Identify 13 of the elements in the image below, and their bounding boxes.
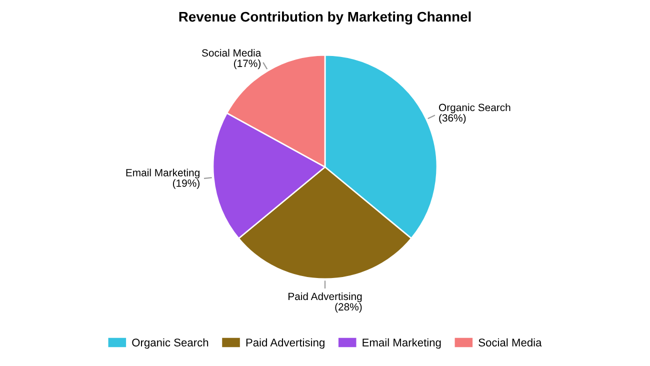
slice-label: Social Media xyxy=(202,48,262,57)
data-label: (28%) xyxy=(335,302,362,313)
chart-title: Revenue Contribution by Marketing Channel xyxy=(179,11,471,25)
data-label: (17%) xyxy=(234,59,260,70)
legend-label: Email Marketing xyxy=(362,338,441,349)
slice-label: Organic Search xyxy=(438,104,510,114)
slice-label: Email Marketing xyxy=(126,168,200,178)
data-label: (19%) xyxy=(172,179,200,189)
slice-label: Paid Advertising xyxy=(288,292,362,302)
legend-label: Paid Advertising xyxy=(246,338,324,349)
data-label: (36%) xyxy=(439,114,466,124)
legend-label: Social Media xyxy=(478,338,542,346)
legend-label: Organic Search xyxy=(132,338,208,349)
